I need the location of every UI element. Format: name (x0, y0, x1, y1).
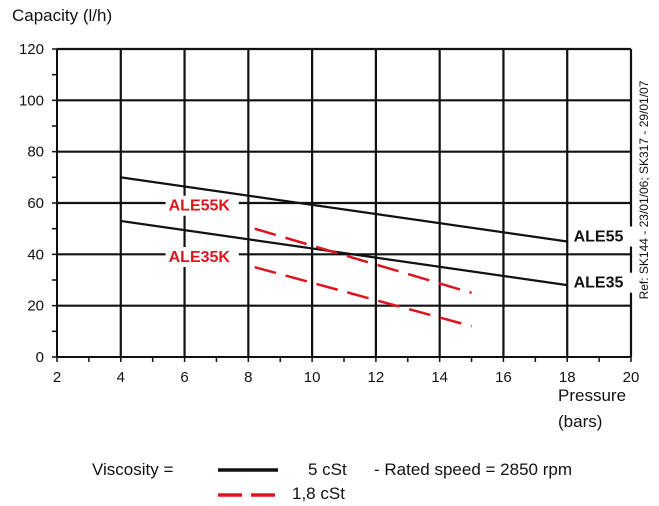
legend-swatches (218, 468, 278, 497)
series-label-bg-ale55k (165, 195, 239, 216)
series-label-bg-ale55 (570, 226, 633, 247)
y-tick-label-80: 80 (27, 144, 44, 161)
series-group (120, 176, 568, 328)
series-line-ale55 (120, 176, 568, 243)
x-tick-label-14: 14 (431, 369, 448, 386)
legend-note: - Rated speed = 2850 rpm (374, 460, 572, 479)
legend-dashed-label: 1,8 cSt (292, 484, 345, 503)
reference-note: Ref: SK144 - 23/01/06; SK317 - 29/01/07 (637, 80, 651, 300)
series-label-ale55k: ALE55K (169, 198, 231, 215)
series-label-ale35k: ALE35K (169, 249, 231, 266)
y-tick-label-60: 60 (27, 195, 44, 212)
y-tick-label-40: 40 (27, 246, 44, 263)
x-axis-label-line-1: Pressure (558, 386, 627, 405)
series-label-ale35: ALE35 (574, 275, 624, 292)
series-label-ale55: ALE55 (574, 229, 624, 246)
series-line-ale35 (120, 219, 568, 287)
x-axis-label-line-2: (bars) (558, 412, 603, 431)
series-line-ale55k (254, 227, 472, 295)
x-tick-label-8: 8 (244, 369, 252, 386)
x-tick-label-10: 10 (304, 369, 321, 386)
x-tick-label-2: 2 (53, 369, 61, 386)
grid (57, 47, 633, 357)
y-tick-label-0: 0 (36, 349, 44, 366)
x-tick-label-20: 20 (623, 369, 640, 386)
legend-prefix: Viscosity = (92, 460, 174, 479)
tick-labels: 2 4 6 8 10 12 14 16 18 20 0 20 40 60 80 100 120 (19, 41, 639, 386)
legend-solid-label: 5 cSt (308, 460, 347, 479)
y-tick-label-120: 120 (19, 41, 44, 58)
series-label-bg-ale35k (165, 247, 239, 268)
x-tick-label-12: 12 (368, 369, 385, 386)
series-labels: ALE55 ALE35 ALE55K ALE35K (165, 195, 633, 293)
y-axis-label: Capacity (l/h) (12, 6, 113, 25)
x-tick-label-18: 18 (559, 369, 576, 386)
axes (52, 48, 632, 362)
y-tick-label-100: 100 (19, 92, 44, 109)
series-line-ale35k (254, 265, 472, 328)
series-label-bg-ale35 (570, 272, 633, 293)
x-tick-label-6: 6 (180, 369, 188, 386)
y-tick-label-20: 20 (27, 298, 44, 315)
x-tick-label-16: 16 (495, 369, 512, 386)
x-tick-label-4: 4 (117, 369, 125, 386)
